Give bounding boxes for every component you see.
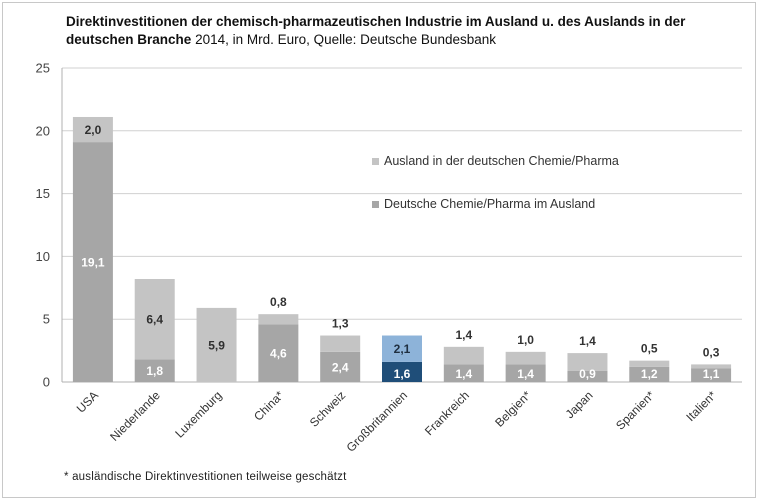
bar-upper-label-4: 1,3 — [332, 317, 349, 331]
bar-upper-label-7: 1,0 — [517, 333, 534, 347]
bar-upper-label-10: 0,3 — [703, 345, 720, 359]
category-label-4: Schweiz — [307, 388, 348, 429]
category-label-6: Frankreich — [422, 388, 472, 438]
legend-upper-label: Ausland in der deutschen Chemie/Pharma — [384, 154, 619, 168]
y-tick-label-20: 20 — [36, 123, 50, 138]
bar-lower-label-6: 1,4 — [455, 367, 472, 381]
bar-lower-label-7: 1,4 — [517, 367, 534, 381]
bar-lower-1 — [134, 359, 175, 382]
bar-lower-label-5: 1,6 — [394, 367, 411, 381]
bar-lower-7 — [505, 364, 546, 382]
chart-title-bold: Direktinvestitionen der chemisch-pharmaz… — [66, 14, 686, 47]
bar-lower-4 — [320, 351, 361, 382]
bar-lower-9 — [629, 366, 670, 382]
bar-upper-label-3: 0,8 — [270, 295, 287, 309]
y-tick-label-25: 25 — [36, 61, 50, 76]
category-label-8: Japan — [563, 388, 596, 421]
bar-lower-label-0: 19,1 — [81, 256, 105, 270]
bar-upper-label-6: 1,4 — [455, 328, 472, 342]
bar-upper-label-0: 2,0 — [85, 123, 102, 137]
bar-upper-5 — [382, 335, 422, 362]
bar-lower-5 — [382, 361, 422, 382]
bar-lower-8 — [567, 370, 608, 382]
y-tick-label-10: 10 — [36, 249, 50, 264]
legend-lower-label: Deutsche Chemie/Pharma im Ausland — [384, 197, 595, 211]
bar-upper-7 — [505, 351, 546, 365]
bar-lower-label-9: 1,2 — [641, 367, 658, 381]
category-label-10: Italien* — [683, 388, 719, 424]
bar-upper-9 — [629, 360, 670, 367]
bar-upper-0 — [72, 116, 113, 143]
bar-lower-10 — [691, 368, 732, 382]
bar-upper-10 — [691, 364, 732, 369]
category-label-0: USA — [74, 388, 101, 415]
bar-upper-1 — [134, 279, 175, 360]
category-label-1: Niederlande — [107, 388, 163, 444]
bar-upper-label-1: 6,4 — [146, 313, 163, 327]
chart-title-rest: 2014, in Mrd. Euro, Quelle: Deutsche Bun… — [195, 32, 496, 47]
legend-upper-swatch — [372, 158, 379, 165]
bar-upper-label-2: 5,9 — [208, 338, 225, 352]
bar-upper-label-9: 0,5 — [641, 342, 658, 356]
chart-footnote: * ausländische Direktinvestitionen teilw… — [64, 471, 347, 483]
bar-upper-3 — [258, 314, 299, 325]
category-label-2: Luxemburg — [172, 388, 224, 440]
category-label-7: Belgien* — [492, 388, 534, 430]
bar-lower-0 — [72, 142, 113, 382]
bar-lower-label-10: 1,1 — [703, 367, 720, 381]
bar-upper-6 — [443, 346, 484, 365]
bar-upper-label-8: 1,4 — [579, 334, 596, 348]
bar-upper-4 — [320, 335, 361, 352]
bar-upper-label-5: 2,1 — [394, 342, 411, 356]
category-label-3: China* — [251, 388, 287, 424]
legend-lower-swatch — [372, 201, 379, 208]
y-tick-label-0: 0 — [43, 375, 50, 390]
category-label-9: Spanien* — [613, 388, 658, 433]
bar-lower-6 — [443, 364, 484, 382]
bar-lower-label-8: 0,9 — [579, 367, 596, 381]
y-tick-label-5: 5 — [43, 312, 50, 327]
y-tick-label-15: 15 — [36, 186, 50, 201]
bar-lower-3 — [258, 324, 299, 382]
bar-upper-8 — [567, 353, 608, 371]
bar-upper-2 — [196, 307, 237, 382]
bar-lower-label-4: 2,4 — [332, 360, 349, 374]
bar-lower-label-3: 4,6 — [270, 347, 287, 361]
bar-lower-label-1: 1,8 — [146, 364, 163, 378]
category-label-5: Großbritannien — [344, 388, 411, 455]
chart-title: Direktinvestitionen der chemisch-pharmaz… — [66, 13, 746, 49]
